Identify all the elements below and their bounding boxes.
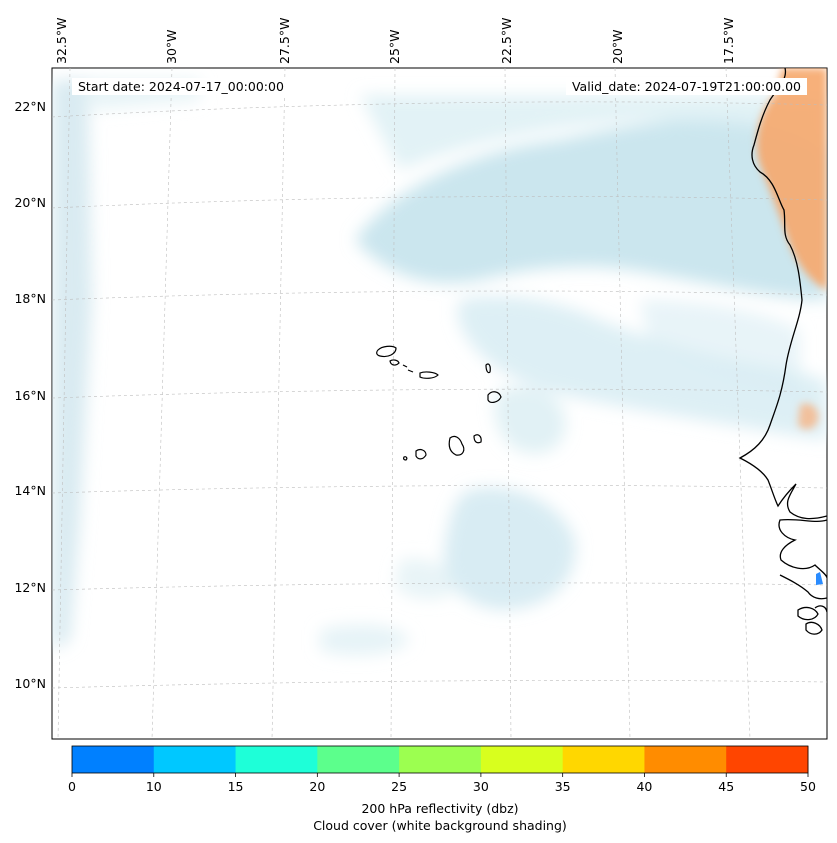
colorbar-tick-label: 45 — [718, 779, 734, 794]
colorbar-segment — [726, 746, 809, 773]
colorbar-segment — [644, 746, 727, 773]
cloud-cover-shading — [52, 80, 827, 656]
colorbar-tick-label: 35 — [555, 779, 571, 794]
lat-label: 22°N — [14, 99, 46, 114]
colorbar: 0 10 15 20 25 30 35 40 45 50 200 hPa reflectivity… — [68, 745, 816, 833]
colorbar-tick-label: 25 — [391, 779, 407, 794]
colorbar-tick-label: 15 — [228, 779, 244, 794]
lat-label: 18°N — [14, 291, 46, 306]
valid-date-label: Valid_date: 2024-07-19T21:00:00.00 — [565, 78, 807, 95]
lat-label: 10°N — [14, 676, 46, 691]
colorbar-label-line1: 200 hPa reflectivity (dbz) — [361, 801, 518, 816]
lon-label: 25°W — [387, 29, 402, 64]
colorbar-segment — [153, 746, 237, 773]
coastline — [738, 68, 827, 635]
lat-label: 14°N — [14, 483, 46, 498]
lat-label: 12°N — [14, 580, 46, 595]
colorbar-outline — [71, 745, 809, 774]
lon-label: 22.5°W — [499, 18, 514, 64]
graticule — [52, 68, 827, 739]
colorbar-tick-label: 0 — [68, 779, 76, 794]
lat-label: 20°N — [14, 195, 46, 210]
colorbar-segment — [235, 746, 318, 773]
lon-label: 27.5°W — [277, 18, 292, 64]
longitude-labels: 32.5°W 30°W 27.5°W 25°W 22.5°W 20°W 17.5… — [54, 18, 736, 64]
colorbar-segment — [562, 746, 645, 773]
colorbar-label-line2: Cloud cover (white background shading) — [313, 818, 567, 833]
colorbar-tick-label: 50 — [800, 779, 816, 794]
colorbar-tick-label: 40 — [636, 779, 652, 794]
colorbar-ticks: 0 10 15 20 25 30 35 40 45 50 — [68, 773, 816, 794]
latitude-labels: 22°N 20°N 18°N 16°N 14°N 12°N 10°N — [14, 99, 46, 691]
colorbar-tick-label: 20 — [309, 779, 325, 794]
lon-label: 32.5°W — [54, 18, 69, 64]
colorbar-segment — [72, 746, 155, 773]
colorbar-segment — [317, 746, 400, 773]
lat-label: 16°N — [14, 388, 46, 403]
lon-label: 17.5°W — [721, 18, 736, 64]
colorbar-segment — [480, 746, 564, 773]
reflectivity-spot — [816, 572, 823, 585]
colorbar-segment — [399, 746, 482, 773]
colorbar-segments — [72, 746, 809, 773]
colorbar-tick-label: 30 — [473, 779, 489, 794]
colorbar-tick-label: 10 — [146, 779, 162, 794]
lon-label: 30°W — [164, 29, 179, 64]
start-date-label: Start date: 2024-07-17_00:00:00 — [72, 78, 290, 95]
lon-label: 20°W — [610, 29, 625, 64]
reflectivity-shading — [756, 68, 827, 430]
cape-verde-islands — [376, 345, 502, 461]
